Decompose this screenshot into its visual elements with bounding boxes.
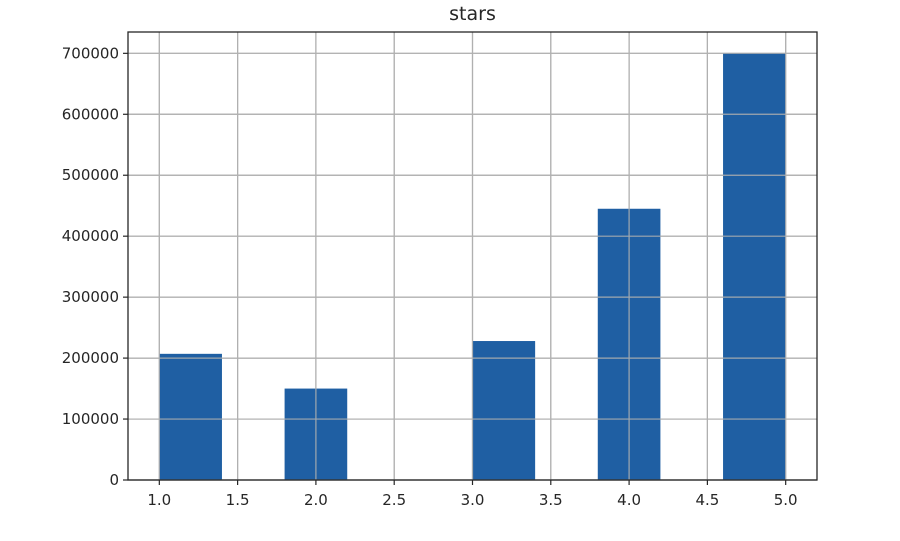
grid-overlay — [128, 32, 817, 481]
y-tick-label: 400000 — [62, 227, 119, 245]
x-tick-label: 3.0 — [461, 491, 485, 509]
x-tick-label: 2.0 — [304, 491, 328, 509]
y-tick-label: 200000 — [62, 349, 119, 367]
x-tick-label: 5.0 — [774, 491, 798, 509]
y-tick-label: 700000 — [62, 44, 119, 62]
histogram-bar — [723, 53, 786, 480]
histogram-bar — [472, 341, 536, 480]
x-tick-label: 1.5 — [226, 491, 250, 509]
y-tick-label: 500000 — [62, 166, 119, 184]
y-tick-label: 300000 — [62, 288, 119, 306]
y-tick-label: 0 — [109, 471, 119, 489]
x-tick-label: 3.5 — [539, 491, 563, 509]
x-tick-label: 4.5 — [695, 491, 719, 509]
chart-title: stars — [449, 3, 496, 25]
x-tick-label: 1.0 — [147, 491, 171, 509]
x-tick-label: 4.0 — [617, 491, 641, 509]
y-tick-label: 600000 — [62, 105, 119, 123]
x-axis: 1.0 1.5 2.0 2.5 3.0 3.5 4.0 4.5 5.0 — [147, 480, 798, 509]
bars — [128, 32, 817, 481]
y-tick-label: 100000 — [62, 410, 119, 428]
histogram-bar — [159, 353, 222, 480]
x-tick-label: 2.5 — [382, 491, 406, 509]
y-axis: 0 100000 200000 300000 400000 500000 600000 700… — [62, 44, 128, 489]
